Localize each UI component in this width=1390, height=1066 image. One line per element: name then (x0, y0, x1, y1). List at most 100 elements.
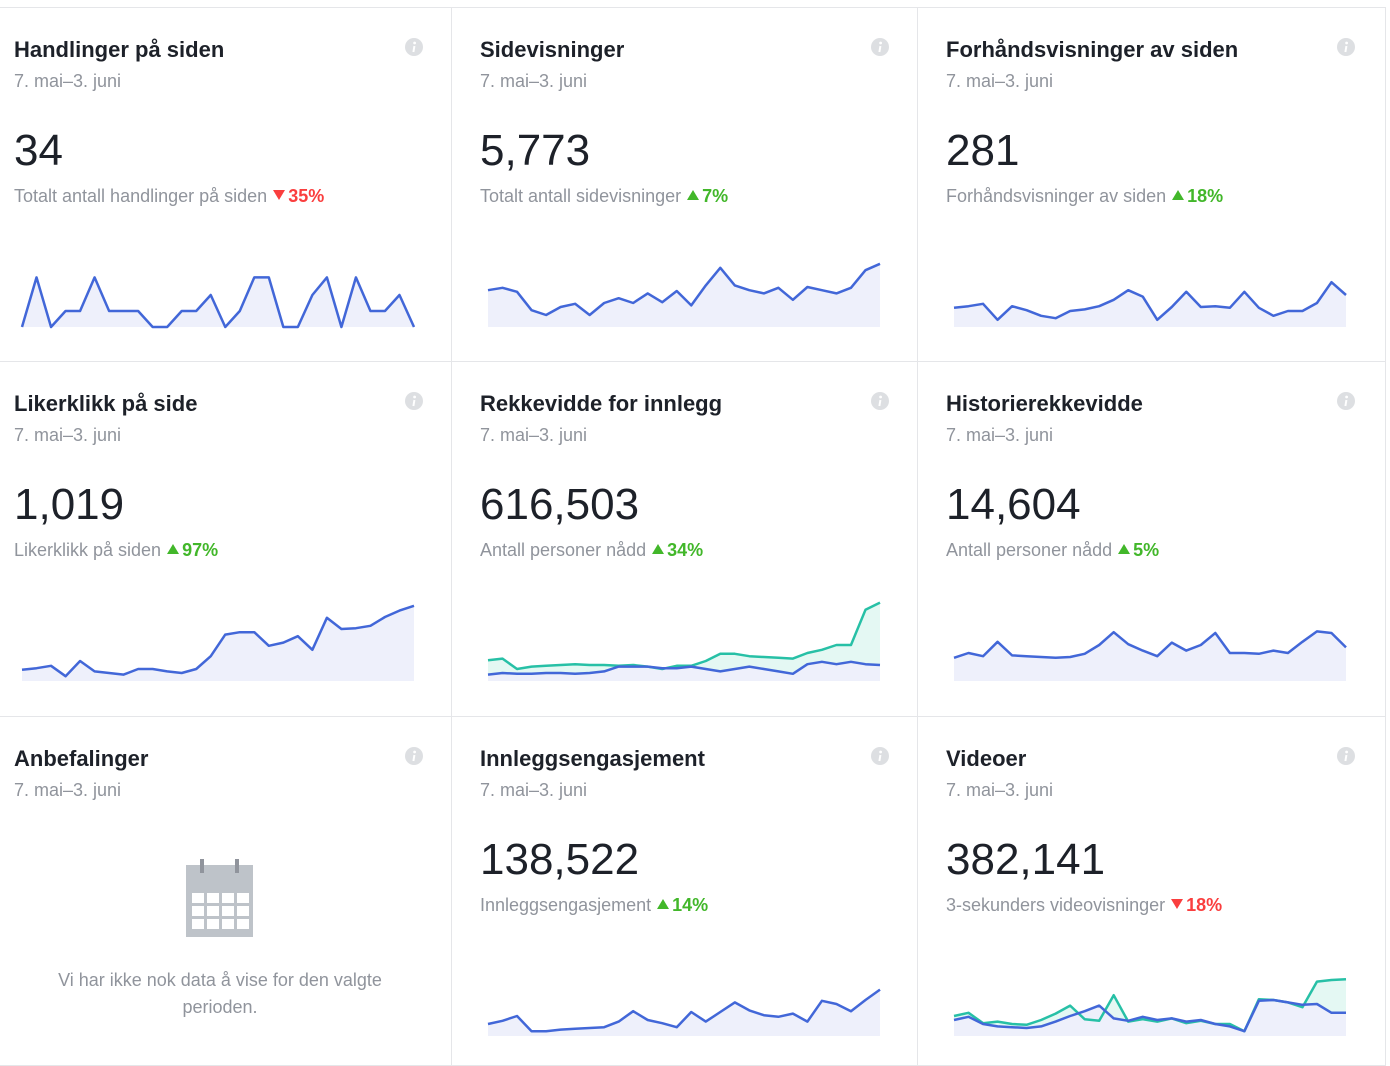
info-icon[interactable] (405, 392, 423, 410)
info-icon[interactable] (871, 392, 889, 410)
info-icon[interactable] (1337, 392, 1355, 410)
calendar-cell (237, 893, 249, 903)
metric-card: Historierekkevidde 7. mai–3. juni 14,604 An… (918, 362, 1386, 717)
metric-value: 382,141 (946, 835, 1106, 884)
metric-subtitle: Totalt antall sidevisninger 7% (480, 186, 728, 207)
sparkline (953, 630, 1347, 660)
change-value: 18% (1186, 895, 1223, 915)
sparkline-area (954, 631, 1346, 681)
card-graphics (21, 392, 423, 681)
calendar-ring (235, 859, 239, 873)
sparkline (487, 262, 881, 317)
calendar-cell (222, 919, 234, 929)
sparkline (20, 276, 416, 329)
change-value: 14% (672, 895, 709, 915)
top-border (0, 7, 1386, 8)
metric-card: Sidevisninger 7. mai–3. juni 5,773 Totalt a… (452, 8, 918, 362)
info-icon[interactable] (1337, 747, 1355, 765)
metric-value: 281 (946, 126, 1020, 175)
subtitle-text: Totalt antall handlinger på siden (14, 186, 268, 206)
calendar-cell (222, 893, 234, 903)
card-date: 7. mai–3. juni (946, 71, 1054, 91)
metric-card: Forhåndsvisninger av siden 7. mai–3. juni… (918, 8, 1386, 362)
info-icon[interactable] (871, 747, 889, 765)
info-icon[interactable] (405, 747, 423, 765)
change-arrow (273, 190, 286, 200)
metric-subtitle: 3-sekunders videovisninger 18% (946, 895, 1222, 916)
card-graphics (487, 392, 889, 681)
empty-message: Vi har ikke nok data å vise for den valg… (58, 970, 382, 1017)
calendar-cell (237, 919, 249, 929)
sparkline (487, 660, 881, 676)
change-value: 5% (1133, 540, 1160, 560)
info-stem (1344, 754, 1348, 762)
sparkline-area (488, 602, 880, 681)
card-graphics (20, 38, 423, 329)
change-value: 34% (667, 540, 704, 560)
metric-card: Innleggsengasjement 7. mai–3. juni 138,522… (452, 717, 918, 1066)
metric-subtitle: Antall personer nådd 34% (480, 540, 703, 561)
change-arrow (1171, 899, 1184, 909)
change: 97% (167, 540, 218, 560)
change: 35% (273, 186, 324, 206)
card-title: Innleggsengasjement (480, 746, 705, 771)
metric-card: Videoer 7. mai–3. juni 382,141 3-sekunders … (918, 717, 1386, 1066)
sparkline-area (22, 605, 414, 681)
calendar-cell (192, 919, 204, 929)
metric-card: Rekkevidde for innlegg 7. mai–3. juni 616,… (452, 362, 918, 717)
card-graphics (953, 747, 1355, 1036)
metric-value: 14,604 (946, 480, 1081, 529)
info-stem (1344, 399, 1348, 407)
metric-subtitle: Innleggsengasjement 14% (480, 895, 708, 916)
card-date: 7. mai–3. juni (14, 425, 122, 445)
sparkline (953, 998, 1346, 1033)
calendar-icon (186, 859, 253, 937)
subtitle-text: Likerklikk på siden (14, 540, 162, 560)
card-graphics (487, 747, 889, 1036)
change-arrow (167, 544, 180, 554)
sparkline-area (488, 661, 880, 681)
card-title: Anbefalinger (14, 746, 149, 771)
change: 34% (652, 540, 703, 560)
info-dot (413, 750, 416, 754)
change-arrow (657, 899, 670, 909)
card-date: 7. mai–3. juni (14, 71, 122, 91)
metric-value: 34 (14, 126, 63, 175)
card-title: Forhåndsvisninger av siden (946, 37, 1239, 62)
info-icon[interactable] (405, 38, 423, 56)
info-stem (878, 45, 882, 53)
metric-value: 138,522 (480, 835, 640, 884)
calendar-cell (237, 906, 249, 916)
card-title: Likerklikk på side (14, 391, 198, 416)
sparkline-area (488, 263, 880, 327)
card-title: Handlinger på siden (14, 37, 225, 62)
change-value: 97% (182, 540, 219, 560)
card-graphics (953, 392, 1355, 681)
metric-value: 1,019 (14, 480, 125, 529)
subtitle-text: Innleggsengasjement (480, 895, 652, 915)
change: 14% (657, 895, 708, 915)
card-title: Sidevisninger (480, 37, 625, 62)
card-date: 7. mai–3. juni (946, 780, 1054, 800)
change: 5% (1118, 540, 1159, 560)
info-icon[interactable] (1337, 38, 1355, 56)
info-dot (879, 750, 882, 754)
sparkline (21, 604, 415, 678)
change-arrow (1172, 190, 1185, 200)
calendar-cell (207, 893, 219, 903)
sparkline-area (22, 277, 414, 327)
change-value: 7% (702, 186, 729, 206)
subtitle-text: Antall personer nådd (946, 540, 1113, 560)
info-dot (1345, 395, 1348, 399)
info-dot (879, 41, 882, 45)
card-date: 7. mai–3. juni (946, 425, 1054, 445)
calendar-cell (207, 906, 219, 916)
calendar-cell (222, 906, 234, 916)
sparkline-area (954, 1000, 1346, 1036)
info-dot (1345, 750, 1348, 754)
metric-card: Likerklikk på side 7. mai–3. juni 1,019 Lik… (0, 362, 452, 717)
info-icon[interactable] (871, 38, 889, 56)
card-title: Historierekkevidde (946, 391, 1143, 416)
info-stem (878, 754, 882, 762)
